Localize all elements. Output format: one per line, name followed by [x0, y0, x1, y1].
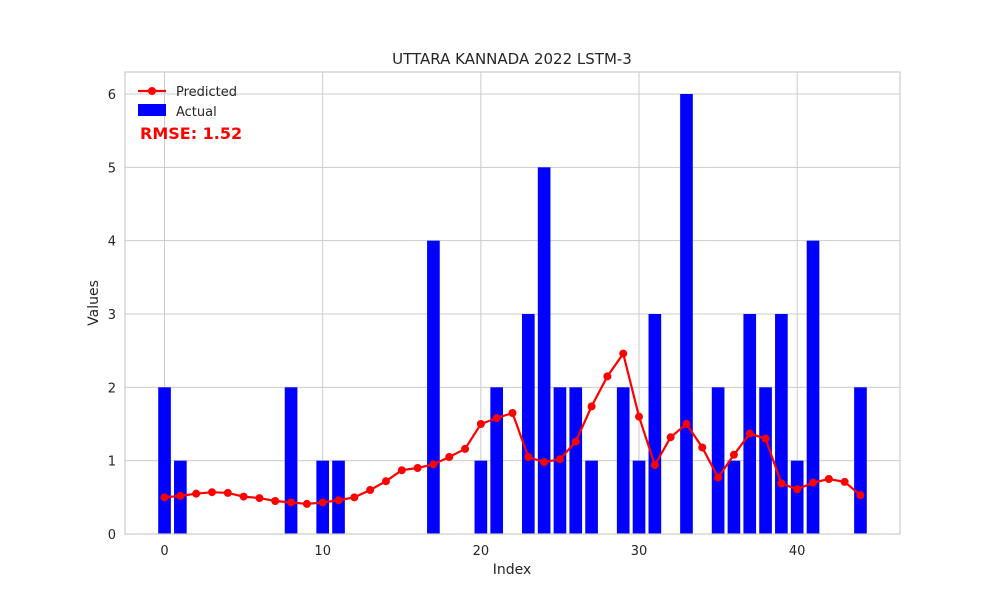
x-tick-label: 30: [631, 544, 648, 559]
predicted-point: [160, 493, 169, 502]
bar-actual: [632, 460, 646, 534]
y-ticks: 0 1 2 3 4 5 6: [108, 88, 116, 543]
predicted-point: [571, 437, 580, 446]
predicted-point: [413, 464, 422, 472]
y-tick-label: 6: [108, 88, 116, 103]
predicted-point: [429, 460, 438, 469]
predicted-point: [508, 409, 517, 417]
predicted-point: [809, 478, 818, 487]
predicted-point: [255, 494, 264, 503]
predicted-point: [824, 475, 833, 483]
y-tick-label: 1: [108, 455, 116, 470]
predicted-point: [445, 453, 454, 461]
bar-actual: [680, 94, 693, 534]
predicted-point: [397, 466, 406, 475]
bar-actual: [521, 314, 535, 534]
predicted-point: [524, 453, 533, 461]
legend-actual-swatch: [138, 104, 166, 116]
predicted-point: [192, 489, 201, 498]
predicted-point: [714, 473, 723, 482]
predicted-point: [635, 412, 644, 421]
predicted-point: [856, 491, 865, 500]
bar-actual: [854, 387, 867, 534]
bar-actual: [806, 240, 820, 534]
predicted-point: [223, 488, 232, 497]
x-tick-label: 10: [314, 544, 331, 559]
bar-actual: [759, 387, 772, 534]
predicted-point: [318, 498, 327, 507]
plot-frame: [124, 71, 901, 535]
bar-actual: [537, 167, 551, 535]
predicted-point: [745, 429, 754, 438]
predicted-point: [461, 444, 470, 453]
predicted-point: [840, 477, 849, 486]
predicted-point: [619, 349, 628, 358]
y-tick-label: 0: [108, 528, 116, 543]
predicted-point: [540, 458, 549, 467]
x-tick-label: 20: [473, 544, 490, 559]
predicted-point: [366, 486, 375, 494]
y-axis-label: Values: [86, 280, 102, 326]
bar-actual: [316, 460, 330, 534]
bar-actual: [775, 314, 788, 534]
chart-title: UTTARA KANNADA 2022 LSTM-3: [392, 50, 632, 68]
predicted-point: [698, 443, 707, 452]
predicted-point: [603, 372, 612, 381]
predicted-point: [555, 455, 564, 464]
x-tick-label: 0: [160, 544, 168, 559]
bar-actual: [585, 460, 598, 534]
bar-actual: [427, 240, 440, 534]
predicted-point: [492, 414, 501, 423]
legend-predicted-marker: [148, 87, 156, 95]
predicted-point: [302, 499, 311, 508]
bar-actual: [727, 460, 741, 534]
predicted-point: [793, 485, 802, 494]
predicted-point: [666, 433, 675, 442]
bar-actual: [648, 314, 662, 534]
bar-actual: [569, 387, 583, 534]
predicted-point: [587, 402, 596, 411]
y-tick-label: 4: [108, 235, 116, 250]
bar-actual: [711, 387, 725, 534]
bar-actual: [474, 460, 488, 534]
x-axis-label: Index: [493, 562, 532, 578]
predicted-point: [761, 434, 770, 443]
y-tick-label: 3: [108, 308, 116, 323]
predicted-point: [350, 493, 359, 502]
x-tick-label: 40: [789, 544, 806, 559]
predicted-point: [476, 420, 485, 428]
predicted-point: [207, 488, 216, 497]
y-tick-label: 2: [108, 381, 116, 396]
bar-actual: [490, 387, 504, 534]
predicted-point: [334, 496, 343, 505]
bar-actual: [284, 387, 298, 534]
legend-predicted-label: Predicted: [176, 85, 237, 100]
predicted-line: [160, 349, 865, 508]
predicted-point: [287, 498, 296, 507]
predicted-point: [381, 477, 390, 486]
predicted-point: [729, 450, 738, 459]
bar-actual: [790, 460, 804, 534]
x-ticks: 0 10 20 30 40: [160, 544, 805, 559]
bar-actual: [743, 314, 757, 534]
bar-actual: [616, 387, 630, 534]
rmse-annotation: RMSE: 1.52: [140, 124, 242, 143]
predicted-point: [650, 461, 659, 470]
predicted-point: [239, 492, 248, 501]
legend: Predicted Actual: [138, 85, 237, 120]
y-tick-label: 5: [108, 161, 116, 176]
legend-actual-label: Actual: [176, 105, 217, 120]
predicted-point: [682, 420, 691, 428]
predicted-point: [271, 497, 280, 505]
bars: [158, 94, 867, 535]
predicted-point: [176, 491, 185, 500]
predicted-point: [777, 479, 786, 488]
bar-actual: [158, 387, 171, 534]
